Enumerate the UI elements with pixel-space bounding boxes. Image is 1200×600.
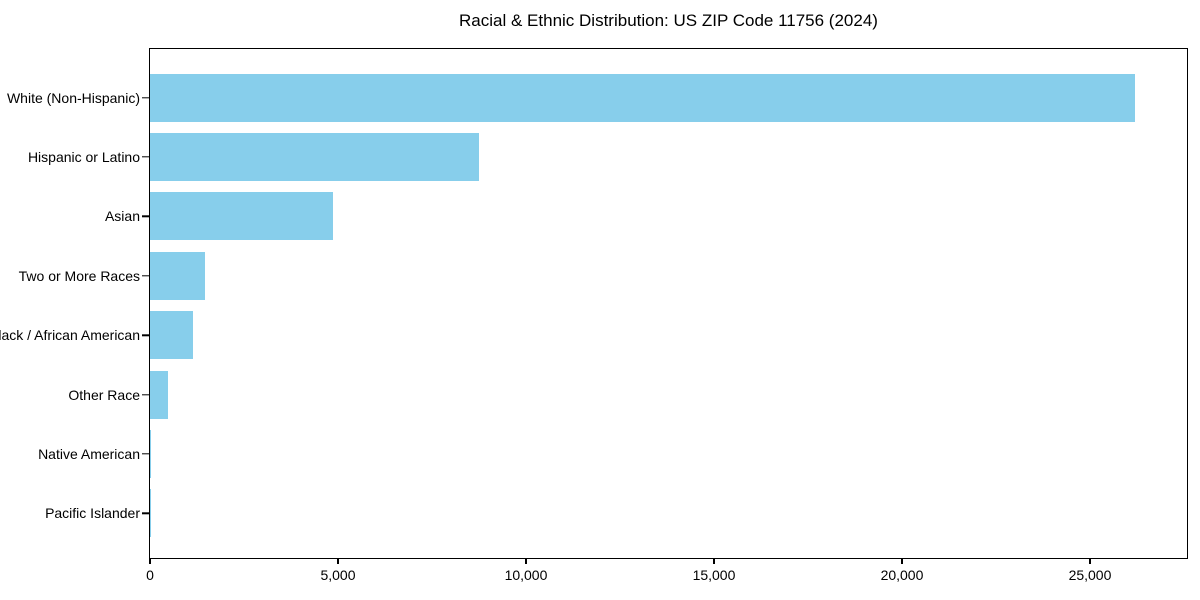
y-tick-mark — [141, 393, 149, 396]
x-tick-label: 20,000 — [880, 567, 924, 583]
x-tick-mark — [1089, 559, 1091, 564]
bar — [150, 430, 152, 479]
bar — [150, 73, 1136, 122]
bar — [150, 251, 205, 300]
x-tick-label: 0 — [146, 567, 154, 583]
y-axis-label: White (Non-Hispanic) — [6, 89, 140, 106]
x-tick-label: 15,000 — [692, 567, 736, 583]
bar — [150, 370, 168, 419]
y-axis-label: Asian — [104, 208, 140, 225]
x-tick-mark — [149, 559, 151, 564]
y-axis-label: Other Race — [68, 386, 140, 403]
chart-row: White (Non-Hispanic) — [7, 68, 1187, 127]
x-tick-mark — [337, 559, 339, 564]
chart-title: Racial & Ethnic Distribution: US ZIP Cod… — [459, 11, 878, 30]
chart-row: Black / African American — [0, 306, 1187, 365]
x-tick-label: 10,000 — [504, 567, 548, 583]
x-tick-label: 5,000 — [320, 567, 356, 583]
bar — [150, 133, 479, 182]
chart-row: Pacific Islander — [45, 484, 1187, 543]
bar — [150, 192, 334, 241]
y-tick-mark — [141, 512, 149, 515]
y-tick-mark — [141, 96, 149, 99]
chart-row: Hispanic or Latino — [28, 127, 1187, 186]
x-tick-mark — [713, 559, 715, 564]
x-tick-label: 25,000 — [1068, 567, 1112, 583]
y-axis-label: Native American — [38, 446, 140, 463]
y-tick-mark — [141, 215, 149, 218]
y-tick-mark — [141, 275, 149, 277]
y-axis-label: Two or More Races — [18, 267, 140, 284]
x-axis: 0 5,000 10,000 15,000 20,000 25,000 — [146, 559, 1187, 599]
chart-row: Native American — [38, 424, 1187, 483]
y-axis-label: Pacific Islander — [45, 505, 140, 522]
y-tick-mark — [141, 453, 149, 455]
plot-area: White (Non-Hispanic) Hispanic or Latino As… — [0, 48, 1188, 559]
y-axis-label: Black / African American — [0, 327, 140, 344]
chart-row: Two or More Races — [19, 246, 1187, 305]
y-tick-mark — [141, 156, 149, 158]
x-tick-mark — [901, 559, 903, 564]
chart-row: Asian — [105, 187, 1187, 246]
bar — [150, 311, 194, 360]
chart-row: Other Race — [68, 365, 1187, 424]
y-tick-mark — [141, 334, 149, 336]
x-tick-mark — [525, 559, 527, 564]
y-axis-label: Hispanic or Latino — [27, 149, 140, 166]
